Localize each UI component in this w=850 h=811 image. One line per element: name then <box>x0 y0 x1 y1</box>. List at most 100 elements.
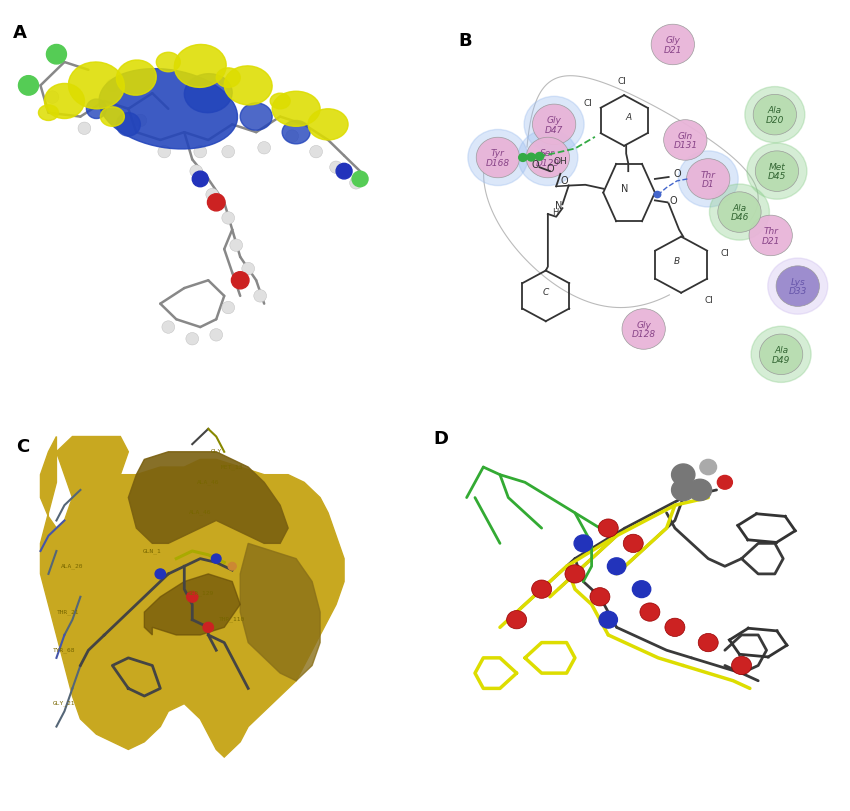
Ellipse shape <box>272 92 320 127</box>
Circle shape <box>687 160 730 200</box>
Text: GLN_1: GLN_1 <box>143 547 162 553</box>
Circle shape <box>632 581 651 598</box>
Circle shape <box>468 131 528 187</box>
Ellipse shape <box>270 94 290 109</box>
Text: Gly
D47: Gly D47 <box>545 116 564 135</box>
Circle shape <box>231 272 249 290</box>
Ellipse shape <box>216 69 241 88</box>
Text: Lys
D33: Lys D33 <box>789 277 807 296</box>
Text: B: B <box>458 32 472 49</box>
Circle shape <box>330 162 343 174</box>
Text: GLY: GLY <box>211 448 222 453</box>
Polygon shape <box>241 543 320 681</box>
Text: O: O <box>531 160 539 170</box>
Circle shape <box>745 88 805 144</box>
Circle shape <box>228 563 236 570</box>
Text: A: A <box>626 113 632 122</box>
Circle shape <box>336 164 352 180</box>
Text: Gly
D21: Gly D21 <box>664 36 682 55</box>
Circle shape <box>190 165 202 178</box>
Circle shape <box>222 302 235 315</box>
Text: Ala
D49: Ala D49 <box>772 345 791 364</box>
Text: C: C <box>16 437 30 455</box>
Circle shape <box>688 479 711 501</box>
Text: ALA_20: ALA_20 <box>61 563 83 569</box>
Circle shape <box>192 172 208 187</box>
Circle shape <box>258 143 270 155</box>
Text: O: O <box>673 169 681 179</box>
Circle shape <box>524 97 584 153</box>
Text: D: D <box>434 429 448 448</box>
Ellipse shape <box>184 75 232 114</box>
Circle shape <box>536 153 544 161</box>
Ellipse shape <box>38 105 59 122</box>
Circle shape <box>651 25 694 66</box>
Circle shape <box>665 619 685 637</box>
Text: GLY_21: GLY_21 <box>54 700 76 706</box>
Ellipse shape <box>87 100 106 119</box>
Circle shape <box>162 321 175 334</box>
Circle shape <box>672 479 695 501</box>
Circle shape <box>241 263 255 276</box>
Circle shape <box>19 76 38 96</box>
Circle shape <box>753 95 796 135</box>
Circle shape <box>700 460 717 475</box>
Text: C: C <box>542 288 549 297</box>
Circle shape <box>732 657 751 675</box>
Text: Thr
D1: Thr D1 <box>700 170 716 189</box>
Circle shape <box>532 105 575 145</box>
Circle shape <box>672 465 695 486</box>
Circle shape <box>194 146 207 159</box>
Text: SER_129: SER_129 <box>187 590 213 594</box>
Circle shape <box>574 535 592 552</box>
Text: Cl: Cl <box>584 99 592 109</box>
Circle shape <box>527 154 536 162</box>
Circle shape <box>203 623 213 633</box>
Circle shape <box>476 138 519 178</box>
Circle shape <box>222 146 235 159</box>
Ellipse shape <box>99 70 237 150</box>
Circle shape <box>526 138 570 178</box>
Circle shape <box>254 290 267 303</box>
Ellipse shape <box>116 61 156 96</box>
Text: Cl: Cl <box>721 249 729 258</box>
Circle shape <box>78 123 91 135</box>
Circle shape <box>698 633 718 652</box>
Text: Tyr
D168: Tyr D168 <box>486 149 510 168</box>
Ellipse shape <box>156 54 180 73</box>
Text: Gly
D128: Gly D128 <box>632 320 655 339</box>
Ellipse shape <box>282 122 310 144</box>
Ellipse shape <box>174 45 226 88</box>
Circle shape <box>598 519 618 538</box>
Text: Cl: Cl <box>618 77 626 86</box>
Circle shape <box>134 115 147 127</box>
Circle shape <box>565 565 585 583</box>
Polygon shape <box>128 453 288 543</box>
Circle shape <box>768 259 828 315</box>
Circle shape <box>747 144 807 200</box>
Text: N: N <box>555 201 563 211</box>
Text: Ser
D129: Ser D129 <box>536 149 560 168</box>
Text: Cl: Cl <box>704 295 713 304</box>
Circle shape <box>717 476 733 490</box>
Circle shape <box>352 172 368 187</box>
Circle shape <box>717 192 761 233</box>
Text: ALA_46: ALA_46 <box>189 509 212 515</box>
Circle shape <box>623 534 643 553</box>
Circle shape <box>212 555 221 564</box>
Circle shape <box>518 131 578 187</box>
Circle shape <box>207 195 225 212</box>
Circle shape <box>678 152 738 208</box>
Text: O: O <box>669 196 677 206</box>
Circle shape <box>210 329 223 341</box>
Circle shape <box>751 327 811 383</box>
Circle shape <box>776 267 819 307</box>
Circle shape <box>230 240 242 252</box>
Circle shape <box>749 216 792 256</box>
Text: ALA_46: ALA_46 <box>197 478 219 484</box>
Text: TYR_68: TYR_68 <box>54 646 76 652</box>
Circle shape <box>158 146 171 159</box>
Circle shape <box>710 185 769 241</box>
Text: Ala
D46: Ala D46 <box>730 204 749 222</box>
Circle shape <box>155 569 166 579</box>
